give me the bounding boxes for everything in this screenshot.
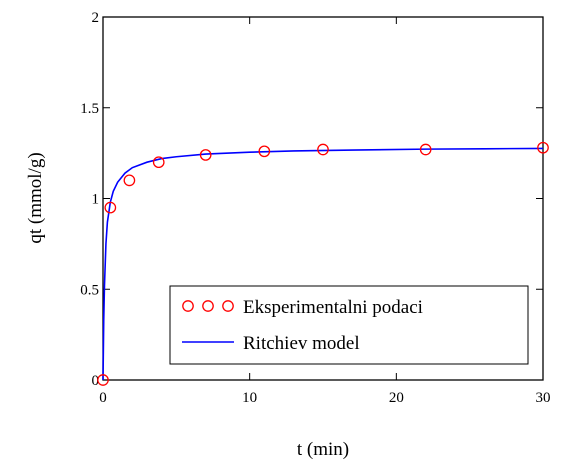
y-tick-label: 1 <box>92 192 100 208</box>
y-tick-label: 0 <box>92 373 100 389</box>
legend: Eksperimentalni podaci Ritchiev model <box>169 285 529 365</box>
y-axis-title: qt (mmol/g) <box>25 152 46 243</box>
legend-label-model: Ritchiev model <box>243 333 360 354</box>
x-tick-label: 30 <box>536 390 551 406</box>
data-point <box>317 143 329 156</box>
legend-marker-circle <box>182 300 194 312</box>
data-point <box>258 145 271 158</box>
x-tick-labels: 0 10 20 30 <box>99 390 550 406</box>
legend-box <box>169 285 529 365</box>
legend-label-experimental: Eksperimentalni podaci <box>243 297 423 318</box>
y-tick-label: 1.5 <box>80 101 99 117</box>
legend-marker-circle <box>222 300 234 312</box>
series-markers <box>97 141 549 386</box>
data-point <box>97 374 109 386</box>
data-point <box>537 141 549 154</box>
x-axis-title: t (min) <box>297 439 349 460</box>
data-point <box>104 201 117 214</box>
series-lines <box>102 147 544 381</box>
legend-marker-sample <box>182 300 234 312</box>
y-tick-label: 2 <box>92 10 100 26</box>
y-tick-label: 0.5 <box>80 282 99 298</box>
x-tick-label: 0 <box>99 390 107 406</box>
x-tick-label: 10 <box>242 390 257 406</box>
legend-marker-circle <box>202 300 214 312</box>
model-line <box>102 147 544 381</box>
data-point <box>199 149 212 161</box>
data-point <box>123 174 136 187</box>
data-point <box>419 143 432 156</box>
y-tick-labels: 0 0.5 1 1.5 2 <box>80 10 99 389</box>
data-point <box>152 156 165 169</box>
x-tick-label: 20 <box>389 390 404 406</box>
